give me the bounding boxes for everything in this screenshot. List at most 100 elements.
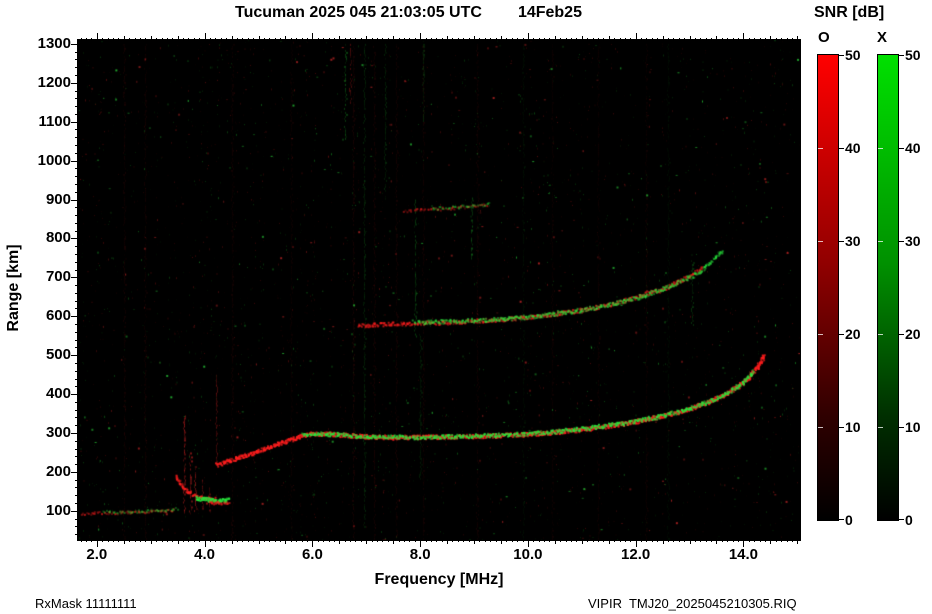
- x-minor-tick: [517, 38, 519, 40]
- x-minor-tick: [210, 38, 211, 40]
- filename-text: VIPIR TMJ20_2025045210305.RIQ: [588, 596, 797, 611]
- x-minor-tick: [587, 38, 589, 40]
- x-minor-tick: [791, 540, 793, 542]
- x-minor-tick: [592, 540, 594, 542]
- x-minor-tick: [247, 38, 249, 40]
- y-major-tick: [71, 355, 78, 357]
- x-major-tick: [420, 540, 422, 547]
- x-minor-tick: [113, 38, 115, 40]
- x-minor-tick: [226, 540, 228, 542]
- x-minor-tick: [134, 540, 136, 542]
- x-minor-tick: [597, 540, 599, 542]
- x-minor-tick: [484, 540, 486, 542]
- x-minor-tick: [797, 36, 799, 40]
- x-minor-tick: [425, 540, 427, 542]
- colorbar-tick-label: 30: [905, 233, 921, 249]
- colorbar-tick: [899, 519, 904, 520]
- x-minor-tick: [775, 38, 777, 40]
- x-minor-tick: [274, 38, 276, 40]
- x-minor-tick: [716, 36, 718, 40]
- y-minor-tick: [75, 324, 78, 326]
- x-minor-tick: [414, 540, 416, 542]
- x-minor-tick: [393, 540, 395, 544]
- x-minor-tick: [139, 38, 141, 40]
- y-tick-label: 1000: [37, 151, 71, 169]
- x-minor-tick: [479, 38, 481, 40]
- y-major-tick: [71, 121, 78, 123]
- x-minor-tick: [721, 38, 723, 40]
- x-minor-tick: [317, 540, 319, 542]
- x-minor-tick: [350, 38, 352, 40]
- x-minor-tick: [560, 38, 562, 40]
- y-minor-tick: [75, 347, 78, 349]
- x-minor-tick: [662, 540, 664, 544]
- x-minor-tick: [694, 38, 696, 40]
- x-minor-tick: [387, 540, 389, 542]
- x-minor-tick: [355, 38, 357, 40]
- colorbar-tick: [899, 241, 904, 242]
- x-minor-tick: [193, 38, 195, 40]
- x-minor-tick: [619, 540, 621, 542]
- x-minor-tick: [667, 540, 669, 542]
- y-major-tick: [71, 160, 78, 162]
- x-minor-tick: [350, 540, 352, 542]
- x-minor-tick: [285, 36, 287, 40]
- x-minor-tick: [156, 540, 158, 542]
- colorbar-tick-label: 0: [905, 512, 913, 528]
- y-minor-tick: [75, 230, 78, 232]
- x-minor-tick: [274, 540, 276, 542]
- y-tick-label: 1200: [37, 73, 71, 91]
- y-minor-tick: [75, 59, 78, 61]
- x-minor-tick: [436, 38, 438, 40]
- x-tick-label: 2.0: [86, 546, 108, 563]
- x-major-tick: [527, 33, 529, 40]
- y-minor-tick: [75, 113, 78, 115]
- x-minor-tick: [781, 540, 783, 542]
- x-minor-tick: [517, 540, 519, 542]
- x-minor-tick: [177, 36, 179, 40]
- y-minor-tick: [75, 534, 78, 536]
- y-major-tick: [71, 43, 78, 45]
- x-minor-tick: [657, 38, 659, 40]
- x-minor-tick: [484, 38, 486, 40]
- y-minor-tick: [75, 152, 78, 154]
- x-minor-tick: [166, 38, 168, 40]
- x-minor-tick: [619, 38, 621, 40]
- x-minor-tick: [145, 540, 147, 542]
- y-axis-label: Range [km]: [5, 244, 22, 332]
- x-minor-tick: [667, 38, 669, 40]
- y-major-tick: [71, 316, 78, 318]
- y-minor-tick: [75, 183, 78, 185]
- x-minor-tick: [193, 540, 195, 542]
- y-major-tick: [71, 199, 78, 201]
- x-minor-tick: [355, 540, 357, 542]
- y-minor-tick: [75, 362, 78, 364]
- x-minor-tick: [533, 540, 535, 542]
- x-minor-tick: [263, 540, 265, 542]
- x-minor-tick: [129, 38, 131, 40]
- rxmask-text: RxMask 11111111: [35, 596, 137, 611]
- x-minor-tick: [479, 540, 481, 542]
- colorbar-tick-label: 20: [905, 326, 921, 342]
- x-minor-tick: [86, 38, 88, 40]
- y-minor-tick: [75, 285, 78, 287]
- x-minor-tick: [328, 38, 330, 40]
- y-minor-tick: [75, 51, 78, 53]
- y-major-tick: [71, 82, 78, 84]
- x-minor-tick: [269, 540, 271, 542]
- y-minor-tick: [75, 440, 78, 442]
- x-minor-tick: [226, 38, 228, 40]
- x-minor-tick: [306, 38, 308, 40]
- x-minor-tick: [754, 38, 756, 40]
- y-tick-label: 1100: [38, 112, 71, 130]
- x-minor-tick: [199, 540, 201, 542]
- y-minor-tick: [75, 300, 78, 302]
- x-minor-tick: [748, 38, 750, 40]
- x-minor-tick: [183, 38, 185, 40]
- colorbar-tick-label: 20: [845, 326, 861, 342]
- title-station-time: Tucuman 2025 045 21:03:05 UTC: [235, 4, 482, 21]
- x-minor-tick: [371, 540, 373, 542]
- x-minor-tick: [447, 36, 449, 40]
- y-minor-tick: [75, 370, 78, 372]
- x-minor-tick: [457, 38, 459, 40]
